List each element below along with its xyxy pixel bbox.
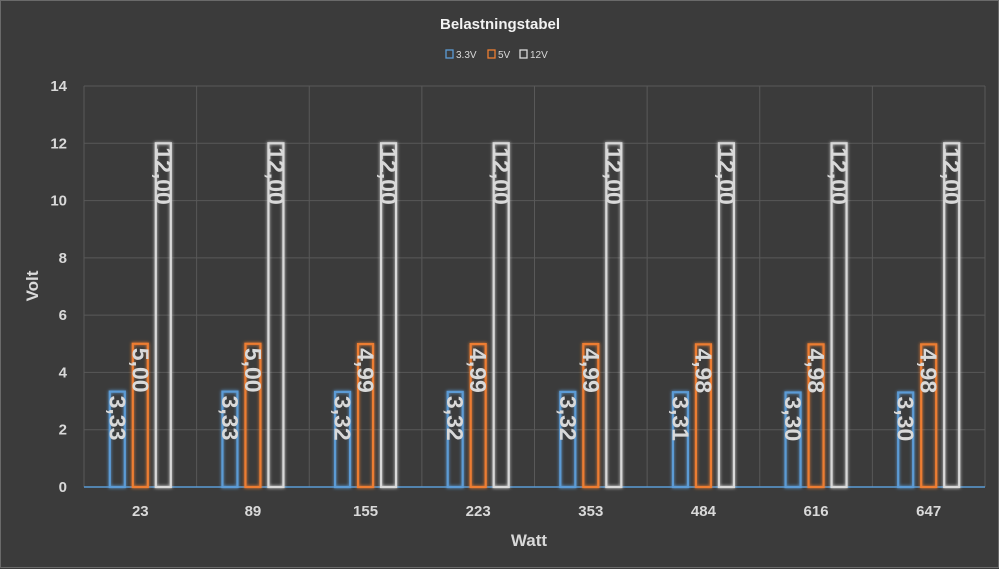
gridlines [83,85,986,487]
data-label: 4,99 [578,348,604,393]
data-label: 12,00 [263,147,289,205]
x-axis-ticks: 23 89 155 223 353 484 616 647 [84,486,985,520]
legend-swatch [487,49,496,59]
data-label: 4,99 [465,348,491,393]
legend: 3.3V 5V 12V [445,49,548,61]
bar-12v [943,142,961,489]
legend-swatch [445,49,454,59]
bar-5v [807,343,825,489]
chart-title: Belastningstabel [440,16,560,33]
bar-12v [830,142,848,489]
bar-12v [605,142,623,489]
data-label: 3,31 [667,396,693,441]
y-tick-label: 8 [59,250,67,267]
data-labels: 3,33 5,00 12,00 3,33 5,00 12,00 3,32 4,99 12,00 3… [104,147,964,441]
bar-12v [154,142,172,489]
bar-33v [333,390,352,489]
bar-33v [784,391,802,489]
data-label: 3,32 [555,396,581,441]
data-label: 12,00 [376,147,402,205]
data-label: 3,33 [217,396,243,441]
bar-33v [897,391,915,489]
data-label: 3,32 [330,396,356,441]
x-tick-label: 484 [691,503,717,520]
data-label: 4,98 [690,348,716,393]
y-tick-label: 14 [50,78,67,95]
data-label: 4,98 [916,348,942,393]
bar-5v [244,342,262,489]
bar-5v [131,342,149,489]
bar-33v [446,390,464,489]
data-label: 4,99 [353,348,379,393]
data-label: 4,98 [803,348,829,393]
y-axis-title: Volt [23,270,42,301]
data-label: 5,00 [240,348,266,393]
bar-33v [221,390,239,489]
bar-33v [108,390,126,489]
data-label: 5,00 [127,348,153,393]
data-label: 12,00 [939,147,965,205]
bar-12v [492,142,510,489]
legend-label: 5V [498,50,511,61]
legend-label: 3.3V [456,50,477,61]
legend-swatch [519,49,528,59]
data-label: 3,30 [780,396,806,441]
y-tick-label: 6 [59,307,67,324]
data-label: 12,00 [826,147,852,205]
bars [108,142,961,489]
y-tick-label: 2 [59,422,67,439]
bar-5v [469,342,487,489]
x-tick-label: 353 [578,503,603,520]
bar-12v [267,142,285,489]
bar-12v [717,142,736,489]
data-label: 3,32 [442,396,468,441]
y-tick-label: 10 [50,193,67,210]
bar-5v [356,342,375,489]
legend-label: 12V [530,50,548,61]
data-label: 12,00 [713,147,739,205]
y-tick-label: 0 [59,479,67,496]
data-label: 12,00 [488,147,514,205]
y-tick-label: 4 [59,364,68,381]
x-tick-label: 616 [804,503,829,520]
data-label: 3,33 [104,396,130,441]
bar-5v [694,343,713,489]
bar-5v [582,342,600,489]
data-label: 3,30 [893,396,919,441]
y-tick-label: 12 [50,135,67,152]
x-tick-label: 23 [132,503,149,520]
data-label: 12,00 [601,147,627,205]
x-tick-label: 155 [353,503,378,520]
bar-33v [671,391,690,489]
data-label: 12,00 [150,147,176,205]
x-tick-label: 89 [245,503,262,520]
x-tick-label: 647 [916,503,941,520]
bar-5v [920,343,938,489]
y-axis-ticks: 0 2 4 6 8 10 12 14 [50,78,67,496]
bar-33v [559,390,577,489]
x-tick-label: 223 [466,503,491,520]
bar-12v [379,142,398,489]
x-axis-title: Watt [511,531,548,550]
